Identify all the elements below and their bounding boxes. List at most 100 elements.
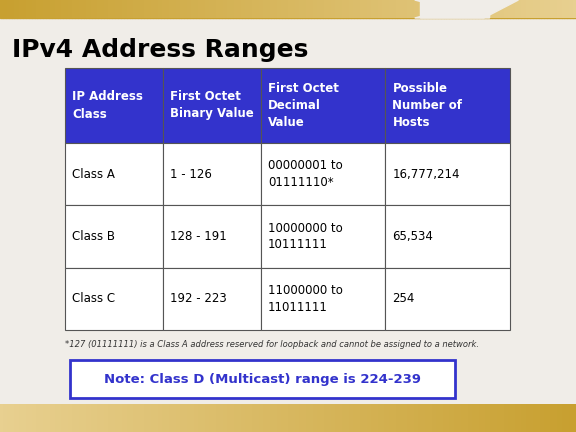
Bar xyxy=(383,0,386,18)
Bar xyxy=(337,0,340,18)
Bar xyxy=(328,0,331,18)
Bar xyxy=(325,0,328,18)
Bar xyxy=(112,0,115,18)
Text: 192 - 223: 192 - 223 xyxy=(170,292,226,305)
Bar xyxy=(32,0,35,18)
Bar xyxy=(521,0,524,18)
Bar xyxy=(92,0,95,18)
Bar xyxy=(207,0,210,18)
Bar xyxy=(58,0,60,18)
Bar xyxy=(544,0,547,18)
Bar xyxy=(524,0,527,18)
Bar xyxy=(261,68,385,143)
Bar xyxy=(72,0,75,18)
Polygon shape xyxy=(420,0,518,18)
Bar xyxy=(40,0,43,18)
Bar xyxy=(374,0,377,18)
Bar xyxy=(334,0,337,18)
Bar xyxy=(265,0,268,18)
Bar xyxy=(385,68,510,143)
Bar xyxy=(507,0,510,18)
Bar xyxy=(213,0,216,18)
Bar xyxy=(536,0,539,18)
Bar xyxy=(366,0,369,18)
Bar xyxy=(153,0,156,18)
Bar xyxy=(104,0,107,18)
Bar xyxy=(423,0,426,18)
Bar xyxy=(570,0,573,18)
Bar xyxy=(426,0,429,18)
Bar xyxy=(204,0,207,18)
Bar xyxy=(245,0,248,18)
Text: Class B: Class B xyxy=(72,230,115,243)
Text: Class A: Class A xyxy=(72,168,115,181)
Bar xyxy=(0,0,3,18)
Bar xyxy=(6,0,9,18)
Bar xyxy=(170,0,173,18)
Bar xyxy=(60,0,63,18)
Bar xyxy=(239,0,242,18)
Bar xyxy=(533,0,536,18)
Bar xyxy=(196,0,199,18)
Text: 11000000 to
11011111: 11000000 to 11011111 xyxy=(268,284,343,314)
Bar xyxy=(193,0,196,18)
Bar xyxy=(360,0,363,18)
Bar xyxy=(135,0,138,18)
Bar xyxy=(478,0,481,18)
Bar xyxy=(20,0,23,18)
Bar xyxy=(369,0,372,18)
Bar xyxy=(279,0,282,18)
Bar xyxy=(458,0,461,18)
Bar xyxy=(343,0,346,18)
Bar xyxy=(242,0,245,18)
Bar xyxy=(101,0,104,18)
Bar xyxy=(173,0,176,18)
Bar xyxy=(288,0,291,18)
Bar xyxy=(297,0,300,18)
Bar xyxy=(225,0,228,18)
Bar xyxy=(530,0,533,18)
Bar xyxy=(547,0,550,18)
Bar xyxy=(259,0,262,18)
Bar xyxy=(420,0,423,18)
Bar xyxy=(190,0,193,18)
Bar xyxy=(210,0,213,18)
Bar xyxy=(89,0,92,18)
Bar xyxy=(163,68,261,143)
Bar xyxy=(138,0,141,18)
Bar xyxy=(199,0,202,18)
Bar xyxy=(291,0,294,18)
Bar xyxy=(86,0,89,18)
Bar xyxy=(541,0,544,18)
Bar xyxy=(121,0,124,18)
Bar xyxy=(389,0,392,18)
Bar xyxy=(230,0,233,18)
Text: 254: 254 xyxy=(392,292,415,305)
Bar xyxy=(418,0,420,18)
Bar xyxy=(81,0,84,18)
Bar xyxy=(179,0,181,18)
Bar xyxy=(550,0,553,18)
Bar xyxy=(527,0,530,18)
Bar xyxy=(84,0,86,18)
Text: Kits: Kits xyxy=(506,415,568,425)
Bar xyxy=(132,0,135,18)
Bar xyxy=(282,0,285,18)
Bar xyxy=(14,0,17,18)
Bar xyxy=(268,0,271,18)
Bar xyxy=(475,0,478,18)
Bar xyxy=(323,0,325,18)
Bar xyxy=(518,0,521,18)
Bar xyxy=(253,0,256,18)
Bar xyxy=(236,0,239,18)
Bar xyxy=(147,0,150,18)
Text: First Octet
Binary Value: First Octet Binary Value xyxy=(170,90,253,121)
Bar xyxy=(46,0,49,18)
Bar xyxy=(98,0,101,18)
Bar xyxy=(449,0,452,18)
Bar xyxy=(573,0,576,18)
Bar xyxy=(455,0,458,18)
Bar xyxy=(452,0,455,18)
Bar xyxy=(3,0,6,18)
Bar xyxy=(176,0,179,18)
